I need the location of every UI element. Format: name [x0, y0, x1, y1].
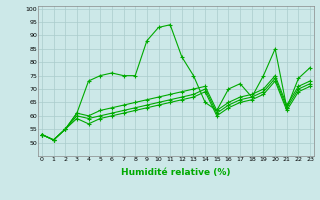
X-axis label: Humidité relative (%): Humidité relative (%): [121, 168, 231, 177]
